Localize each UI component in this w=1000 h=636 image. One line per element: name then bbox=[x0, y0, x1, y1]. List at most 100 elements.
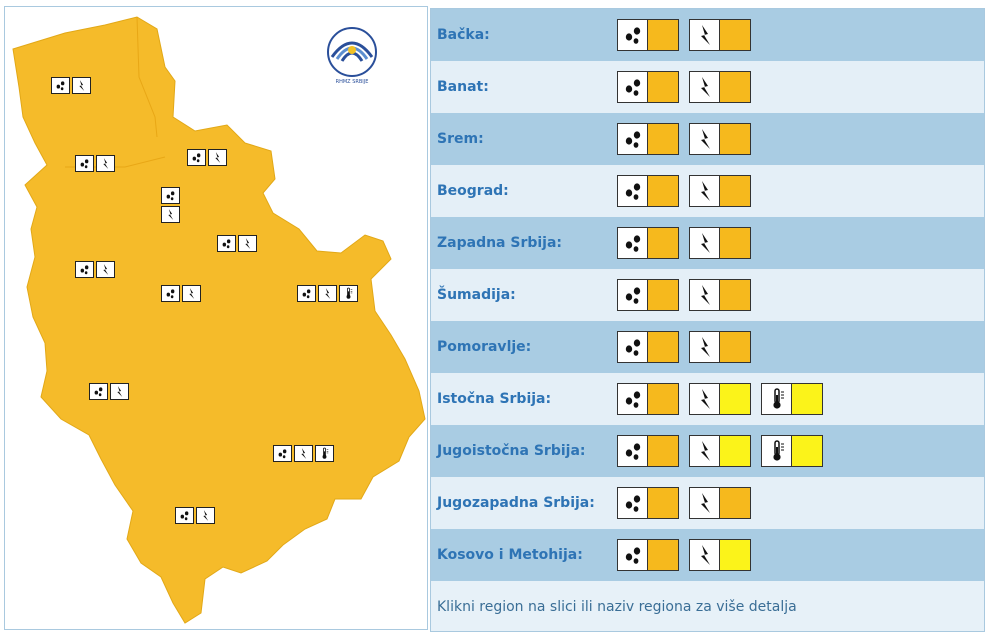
region-row[interactable]: Istočna Srbija: bbox=[431, 373, 984, 425]
rain-icon bbox=[89, 383, 108, 400]
rain-icon bbox=[618, 124, 648, 154]
warning-level-swatch bbox=[648, 228, 678, 258]
heat-icon bbox=[339, 285, 358, 302]
storm-icon bbox=[238, 235, 257, 252]
map-warning-marker[interactable] bbox=[51, 77, 91, 94]
rain-icon bbox=[618, 384, 648, 414]
region-name-link[interactable]: Šumadija: bbox=[437, 287, 516, 303]
region-row[interactable]: Kosovo i Metohija: bbox=[431, 529, 984, 581]
warning-level-swatch bbox=[648, 488, 678, 518]
rain-icon bbox=[618, 176, 648, 206]
warning-level-swatch bbox=[792, 436, 822, 466]
warning-storm-yellow bbox=[689, 383, 751, 415]
rain-icon bbox=[618, 332, 648, 362]
rain-icon bbox=[297, 285, 316, 302]
map-warning-marker[interactable] bbox=[161, 285, 201, 302]
region-row[interactable]: Banat: bbox=[431, 61, 984, 113]
rain-icon bbox=[618, 20, 648, 50]
warning-level-swatch bbox=[720, 124, 750, 154]
warning-level-swatch bbox=[648, 384, 678, 414]
region-row[interactable]: Šumadija: bbox=[431, 269, 984, 321]
rain-icon bbox=[618, 540, 648, 570]
region-name-link[interactable]: Banat: bbox=[437, 79, 489, 95]
warning-level-swatch bbox=[648, 332, 678, 362]
serbia-territory[interactable] bbox=[12, 16, 426, 624]
warning-level-swatch bbox=[648, 176, 678, 206]
storm-icon bbox=[690, 72, 720, 102]
map-warning-marker[interactable] bbox=[75, 155, 115, 172]
warning-rain-orange bbox=[617, 383, 679, 415]
warning-heat-yellow bbox=[761, 383, 823, 415]
region-name-link[interactable]: Jugozapadna Srbija: bbox=[437, 495, 595, 511]
region-row[interactable]: Srem: bbox=[431, 113, 984, 165]
rain-icon bbox=[75, 155, 94, 172]
map-warning-marker[interactable] bbox=[89, 383, 129, 400]
region-name-link[interactable]: Kosovo i Metohija: bbox=[437, 547, 583, 563]
map-warning-marker[interactable] bbox=[297, 285, 358, 302]
region-name-link[interactable]: Beograd: bbox=[437, 183, 509, 199]
warning-rain-orange bbox=[617, 279, 679, 311]
rain-icon bbox=[618, 228, 648, 258]
map-warning-marker[interactable] bbox=[161, 187, 183, 223]
rain-icon bbox=[618, 436, 648, 466]
region-row[interactable]: Jugozapadna Srbija: bbox=[431, 477, 984, 529]
footer-hint: Klikni region na slici ili naziv regiona… bbox=[437, 599, 797, 615]
warning-level-swatch bbox=[648, 436, 678, 466]
region-name-link[interactable]: Bačka: bbox=[437, 27, 490, 43]
warning-rain-orange bbox=[617, 539, 679, 571]
warning-storm-orange bbox=[689, 123, 751, 155]
rain-icon bbox=[175, 507, 194, 524]
serbia-map[interactable] bbox=[5, 7, 428, 630]
storm-icon bbox=[690, 20, 720, 50]
region-row[interactable]: Zapadna Srbija: bbox=[431, 217, 984, 269]
warning-storm-orange bbox=[689, 71, 751, 103]
map-warning-marker[interactable] bbox=[273, 445, 334, 462]
warning-heat-yellow bbox=[761, 435, 823, 467]
storm-icon bbox=[690, 280, 720, 310]
warning-level-swatch bbox=[648, 540, 678, 570]
storm-icon bbox=[208, 149, 227, 166]
region-name-link[interactable]: Jugoistočna Srbija: bbox=[437, 443, 586, 459]
storm-icon bbox=[690, 436, 720, 466]
warning-rain-orange bbox=[617, 175, 679, 207]
region-row[interactable]: Jugoistočna Srbija: bbox=[431, 425, 984, 477]
map-warning-marker[interactable] bbox=[187, 149, 227, 166]
region-table: Bačka: Banat: Srem: Beograd: Zapadna Srbija:… bbox=[430, 8, 985, 632]
warning-rain-orange bbox=[617, 331, 679, 363]
storm-icon bbox=[96, 261, 115, 278]
rain-icon bbox=[75, 261, 94, 278]
region-row[interactable]: Bačka: bbox=[431, 9, 984, 61]
rain-icon bbox=[187, 149, 206, 166]
rain-icon bbox=[217, 235, 236, 252]
heat-icon bbox=[762, 436, 792, 466]
region-name-link[interactable]: Srem: bbox=[437, 131, 484, 147]
warning-storm-orange bbox=[689, 279, 751, 311]
warning-rain-orange bbox=[617, 19, 679, 51]
storm-icon bbox=[161, 206, 180, 223]
storm-icon bbox=[196, 507, 215, 524]
map-warning-marker[interactable] bbox=[217, 235, 257, 252]
rain-icon bbox=[618, 280, 648, 310]
storm-icon bbox=[318, 285, 337, 302]
rhmz-logo-icon: RHMZ SRBIJE bbox=[321, 25, 383, 87]
warning-rain-orange bbox=[617, 227, 679, 259]
storm-icon bbox=[110, 383, 129, 400]
heat-icon bbox=[762, 384, 792, 414]
storm-icon bbox=[182, 285, 201, 302]
region-name-link[interactable]: Zapadna Srbija: bbox=[437, 235, 563, 251]
warning-level-swatch bbox=[720, 20, 750, 50]
warning-level-swatch bbox=[720, 332, 750, 362]
region-name-link[interactable]: Pomoravlje: bbox=[437, 339, 532, 355]
warning-storm-orange bbox=[689, 19, 751, 51]
warning-storm-orange bbox=[689, 487, 751, 519]
storm-icon bbox=[690, 124, 720, 154]
region-row[interactable]: Beograd: bbox=[431, 165, 984, 217]
map-warning-marker[interactable] bbox=[175, 507, 215, 524]
storm-icon bbox=[690, 384, 720, 414]
region-name-link[interactable]: Istočna Srbija: bbox=[437, 391, 552, 407]
storm-icon bbox=[690, 176, 720, 206]
serbia-map-panel: RHMZ SRBIJE bbox=[4, 6, 428, 630]
warning-rain-orange bbox=[617, 71, 679, 103]
map-warning-marker[interactable] bbox=[75, 261, 115, 278]
region-row[interactable]: Pomoravlje: bbox=[431, 321, 984, 373]
